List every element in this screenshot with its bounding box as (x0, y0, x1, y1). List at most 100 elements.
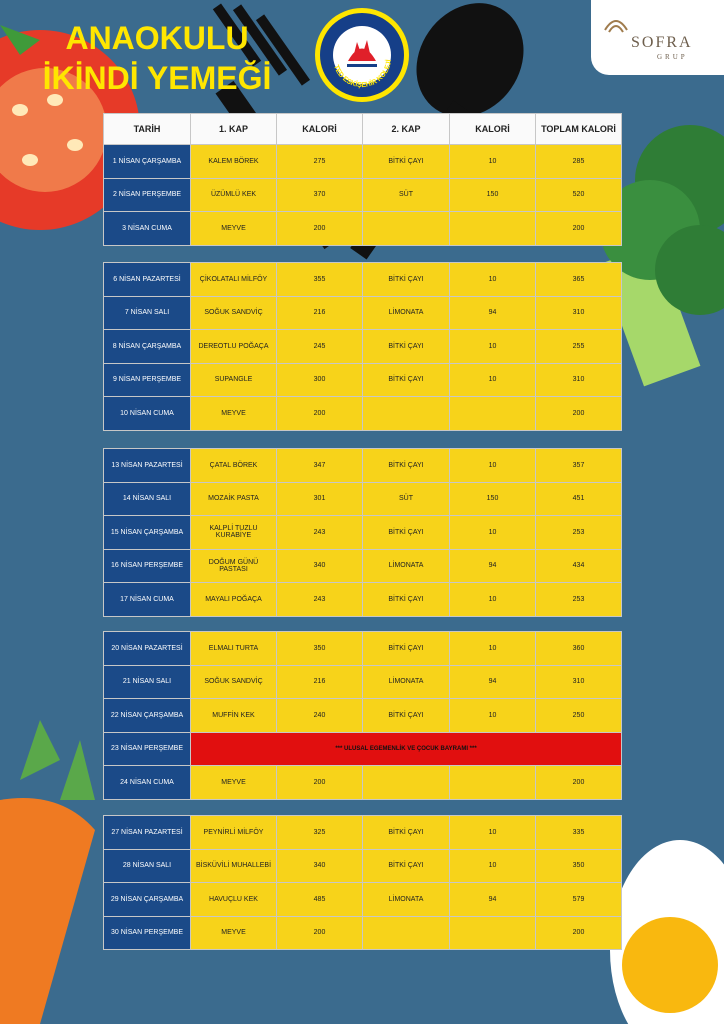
date-cell: 7 NİSAN SALI (103, 295, 191, 330)
dish1-cell: MEYVE (190, 915, 277, 950)
table-row: 9 NİSAN PERŞEMBE SUPANGLE 300 BİTKİ ÇAYI 10 3… (103, 362, 622, 397)
dish1-cell: KALPLİ TUZLU KURABİYE (190, 515, 277, 550)
dish1-cell: SOĞUK SANDVİÇ (190, 295, 277, 330)
sofra-name: SOFRA (631, 34, 693, 51)
date-cell: 29 NİSAN ÇARŞAMBA (103, 882, 191, 917)
date-cell: 3 NİSAN CUMA (103, 211, 191, 246)
total-cell: 310 (535, 664, 622, 699)
table-row: 17 NİSAN CUMA MAYALI POĞAÇA 243 BİTKİ ÇAYI 1… (103, 582, 622, 617)
total-cell: 365 (535, 262, 622, 297)
cal1-cell: 325 (276, 815, 363, 850)
cal2-cell (449, 396, 536, 431)
cal1-cell: 340 (276, 848, 363, 883)
dish1-cell: ÇATAL BÖREK (190, 448, 277, 483)
cal2-cell: 10 (449, 515, 536, 550)
column-header: KALORİ (276, 113, 363, 145)
cal2-cell: 94 (449, 882, 536, 917)
cal1-cell: 300 (276, 362, 363, 397)
cal1-cell: 340 (276, 548, 363, 583)
cal1-cell: 347 (276, 448, 363, 483)
total-cell: 255 (535, 329, 622, 364)
cal1-cell: 240 (276, 698, 363, 733)
date-cell: 27 NİSAN PAZARTESİ (103, 815, 191, 850)
dish2-cell: BİTKİ ÇAYI (362, 515, 450, 550)
total-cell: 250 (535, 698, 622, 733)
column-header: TARİH (103, 113, 191, 145)
date-cell: 15 NİSAN ÇARŞAMBA (103, 515, 191, 550)
dish2-cell: SÜT (362, 481, 450, 516)
column-header: TOPLAM KALORİ (535, 113, 622, 145)
cal2-cell: 10 (449, 448, 536, 483)
date-cell: 10 NİSAN CUMA (103, 396, 191, 431)
dish2-cell: BİTKİ ÇAYI (362, 262, 450, 297)
cal2-cell: 94 (449, 548, 536, 583)
dish2-cell: BİTKİ ÇAYI (362, 362, 450, 397)
table-row: 22 NİSAN ÇARŞAMBA MUFFİN KEK 240 BİTKİ ÇAYI… (103, 698, 622, 733)
dish1-cell: MOZAİK PASTA (190, 481, 277, 516)
cal2-cell (449, 211, 536, 246)
week-table: TARİH 1. KAP KALORİ 2. KAP KALORİ TOPLAM KALO… (103, 113, 622, 246)
egg-icon (610, 840, 724, 1024)
date-cell: 14 NİSAN SALI (103, 481, 191, 516)
total-cell: 310 (535, 362, 622, 397)
table-row: 30 NİSAN PERŞEMBE MEYVE 200 200 (103, 915, 622, 950)
total-cell: 200 (535, 765, 622, 800)
table-row: 15 NİSAN ÇARŞAMBA KALPLİ TUZLU KURABİYE 24… (103, 515, 622, 550)
date-cell: 9 NİSAN PERŞEMBE (103, 362, 191, 397)
cal1-cell: 200 (276, 765, 363, 800)
total-cell: 520 (535, 177, 622, 212)
dish2-cell: LİMONATA (362, 664, 450, 699)
dish2-cell: BİTKİ ÇAYI (362, 848, 450, 883)
dish1-cell: ÇİKOLATALI MİLFÖY (190, 262, 277, 297)
table-row: 14 NİSAN SALI MOZAİK PASTA 301 SÜT 150 451 (103, 481, 622, 516)
table-row: 29 NİSAN ÇARŞAMBA HAVUÇLU KEK 485 LİMONATA 9… (103, 882, 622, 917)
cal2-cell: 150 (449, 177, 536, 212)
dish2-cell: BİTKİ ÇAYI (362, 815, 450, 850)
table-row: 13 NİSAN PAZARTESİ ÇATAL BÖREK 347 BİTKİ ÇA… (103, 448, 622, 483)
dish2-cell (362, 765, 450, 800)
table-row: 6 NİSAN PAZARTESİ ÇİKOLATALI MİLFÖY 355 BİT… (103, 262, 622, 297)
cal2-cell: 94 (449, 295, 536, 330)
dish1-cell: MEYVE (190, 765, 277, 800)
date-cell: 22 NİSAN ÇARŞAMBA (103, 698, 191, 733)
cal2-cell (449, 915, 536, 950)
date-cell: 28 NİSAN SALI (103, 848, 191, 883)
dish1-cell: SOĞUK SANDVİÇ (190, 664, 277, 699)
date-cell: 8 NİSAN ÇARŞAMBA (103, 329, 191, 364)
carrot-icon (0, 720, 95, 1024)
total-cell: 253 (535, 582, 622, 617)
cal1-cell: 200 (276, 211, 363, 246)
sofra-sub: GRUP (657, 53, 688, 61)
column-header: 2. KAP (362, 113, 450, 145)
dish2-cell: BİTKİ ÇAYI (362, 582, 450, 617)
table-row: 24 NİSAN CUMA MEYVE 200 200 (103, 765, 622, 800)
table-row: 28 NİSAN SALI BİSKÜVİLİ MUHALLEBİ 340 BİTKİ… (103, 848, 622, 883)
cal2-cell: 10 (449, 362, 536, 397)
dish1-cell: KALEM BÖREK (190, 144, 277, 179)
sofra-mark-icon (604, 20, 628, 33)
table-row: 1 NİSAN ÇARŞAMBA KALEM BÖREK 275 BİTKİ ÇAYI… (103, 144, 622, 179)
table-row: 27 NİSAN PAZARTESİ PEYNİRLİ MİLFÖY 325 BİTK… (103, 815, 622, 850)
total-cell: 360 (535, 631, 622, 666)
dish1-cell: DEREOTLU POĞAÇA (190, 329, 277, 364)
total-cell: 357 (535, 448, 622, 483)
cal1-cell: 243 (276, 515, 363, 550)
cal2-cell: 10 (449, 631, 536, 666)
dish1-cell: MUFFİN KEK (190, 698, 277, 733)
cal1-cell: 243 (276, 582, 363, 617)
total-cell: 335 (535, 815, 622, 850)
cal1-cell: 216 (276, 295, 363, 330)
date-cell: 6 NİSAN PAZARTESİ (103, 262, 191, 297)
total-cell: 200 (535, 915, 622, 950)
date-cell: 21 NİSAN SALI (103, 664, 191, 699)
cal2-cell: 10 (449, 329, 536, 364)
week-table: 6 NİSAN PAZARTESİ ÇİKOLATALI MİLFÖY 355 BİT… (103, 262, 622, 431)
dish1-cell: BİSKÜVİLİ MUHALLEBİ (190, 848, 277, 883)
total-cell: 200 (535, 211, 622, 246)
dish1-cell: ÜZÜMLÜ KEK (190, 177, 277, 212)
dish1-cell: HAVUÇLU KEK (190, 882, 277, 917)
table-row: 23 NİSAN PERŞEMBE *** ULUSAL EGEMENLİK VE… (103, 731, 622, 766)
dish2-cell (362, 396, 450, 431)
dish1-cell: DOĞUM GÜNÜ PASTASI (190, 548, 277, 583)
total-cell: 253 (535, 515, 622, 550)
